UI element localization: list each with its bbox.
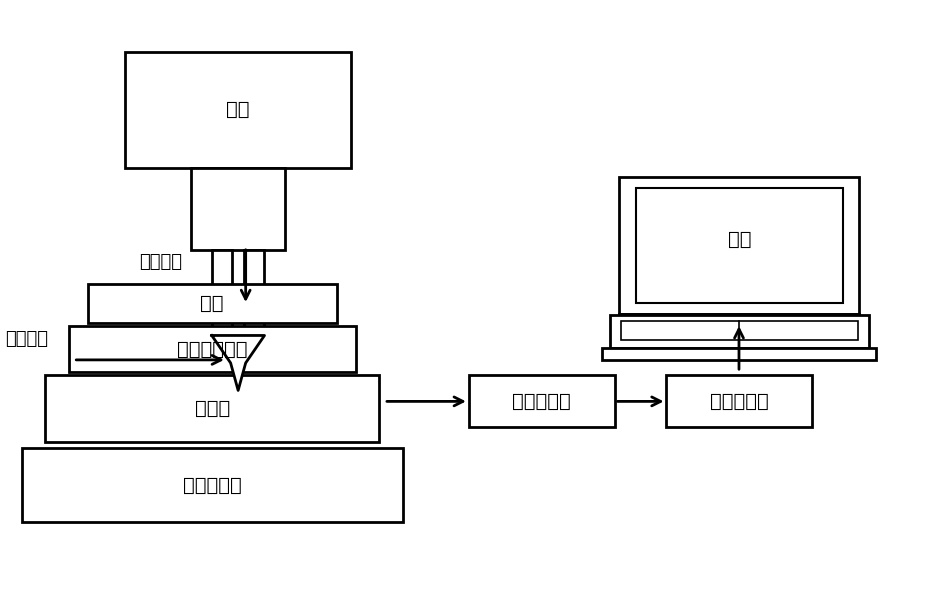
Text: 工件: 工件 [201, 294, 224, 313]
Text: 主轴: 主轴 [226, 100, 250, 119]
Bar [191, 168, 285, 250]
Bar [469, 375, 615, 427]
Bar [69, 326, 356, 372]
Bar [602, 347, 876, 360]
Text: 维氏压头: 维氏压头 [5, 330, 47, 347]
Bar [621, 321, 858, 341]
Bar [636, 188, 843, 303]
Bar [667, 375, 813, 427]
Text: 机床工作台: 机床工作台 [183, 476, 241, 495]
Text: 数据采集卡: 数据采集卡 [710, 392, 769, 411]
Bar [125, 52, 351, 168]
Bar [610, 315, 869, 347]
Bar [619, 177, 860, 314]
Bar [22, 448, 402, 522]
Text: 测力仪: 测力仪 [195, 399, 230, 418]
Text: 电脑: 电脑 [727, 230, 751, 249]
Bar [87, 283, 337, 323]
Bar [243, 250, 264, 336]
Text: 进给方向: 进给方向 [139, 253, 182, 271]
Text: 电荷放大器: 电荷放大器 [512, 392, 571, 411]
Bar [45, 375, 380, 442]
Bar [212, 250, 233, 336]
Text: 自制加热夹具: 自制加热夹具 [177, 339, 247, 359]
Polygon shape [212, 336, 264, 391]
